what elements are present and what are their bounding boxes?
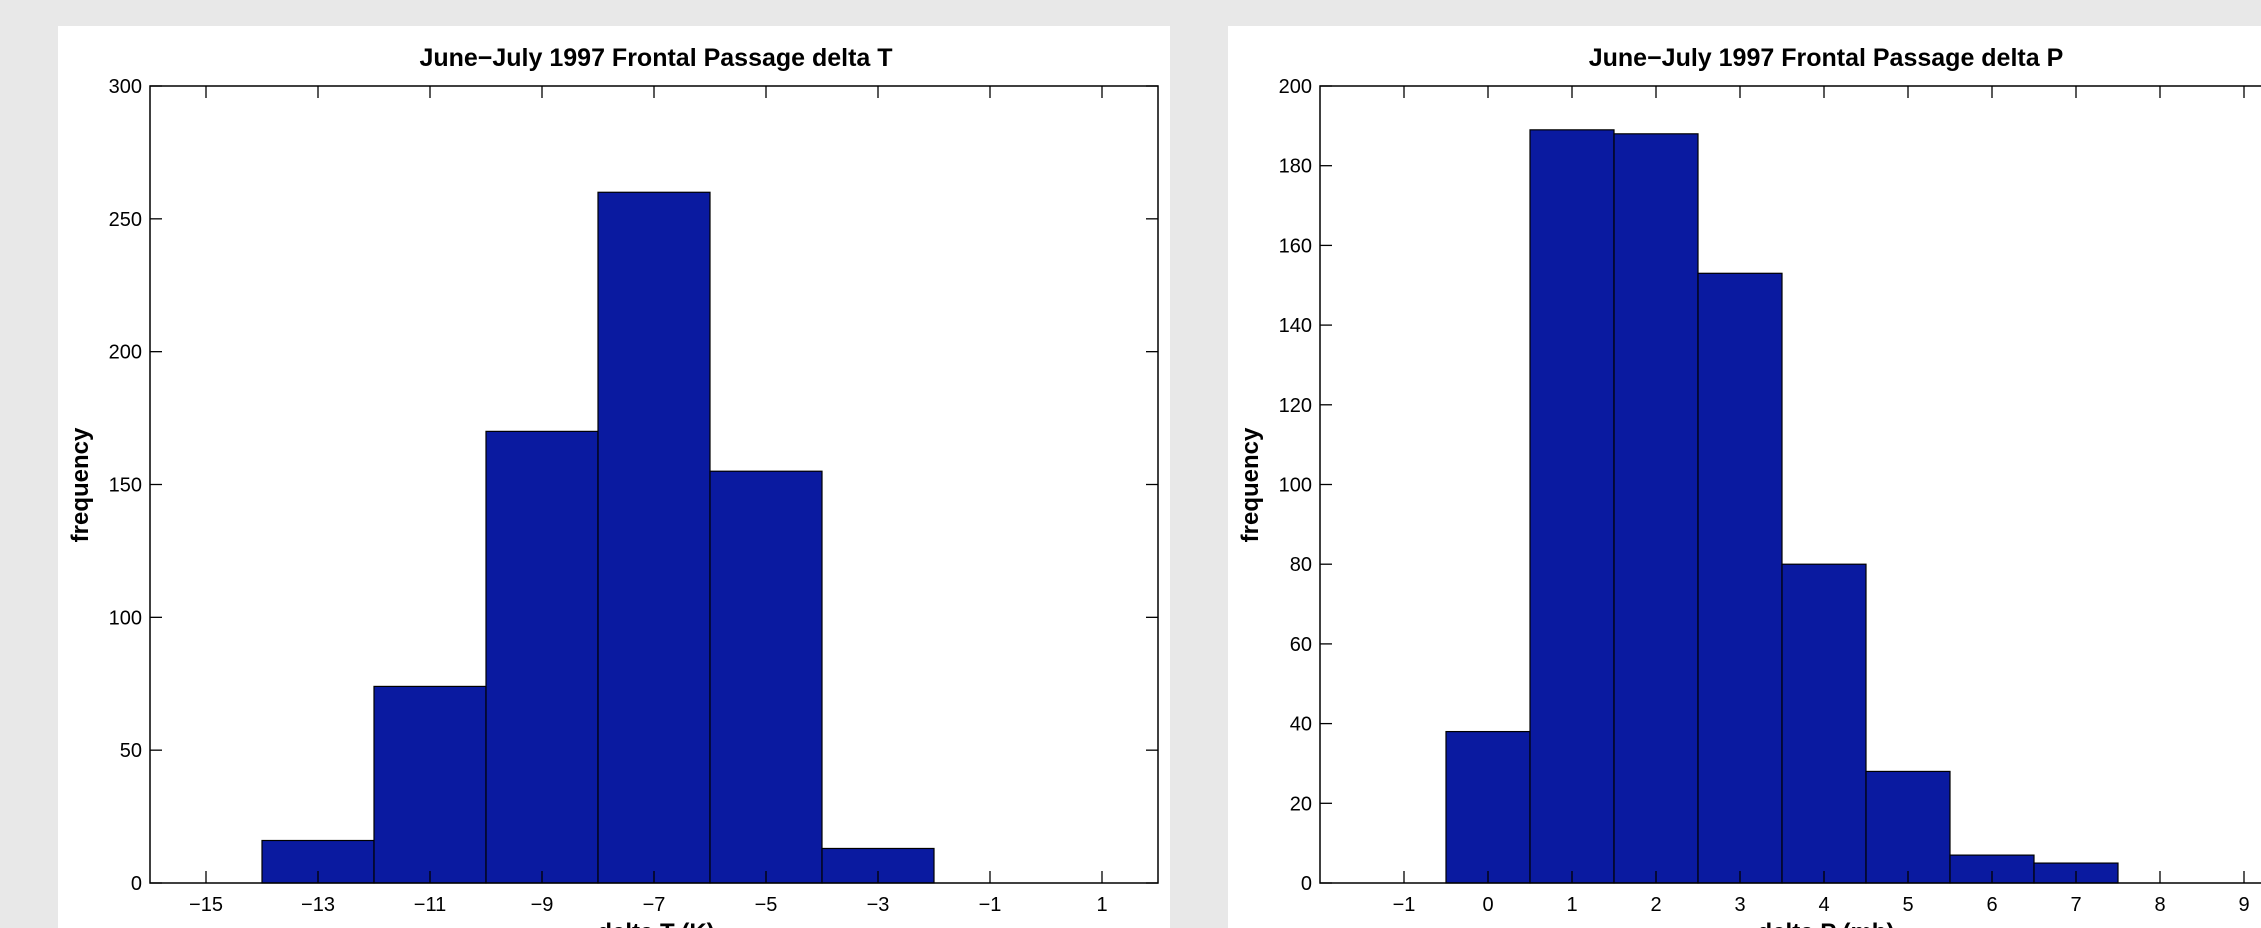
histogram-bar--7 [597, 191, 711, 884]
histogram-bar-1 [1529, 129, 1615, 884]
y-tick-label: 300 [109, 76, 142, 98]
x-tick-label: 4 [1818, 894, 1829, 916]
histogram-bar-0 [1445, 730, 1531, 884]
y-tick-label: 160 [1279, 235, 1312, 257]
x-tick-label: 6 [1986, 894, 1997, 916]
y-axis-label: frequency [67, 427, 94, 542]
delta-t-histogram-panel: June−July 1997 Frontal Passage delta T f… [58, 26, 1170, 928]
x-tick-label: 7 [2070, 894, 2081, 916]
y-tick-label: 50 [120, 740, 142, 762]
y-tick-label: 40 [1290, 714, 1312, 736]
y-tick-label: 150 [109, 475, 142, 497]
x-tick-label: −13 [301, 894, 335, 916]
x-tick-label: 1 [1566, 894, 1577, 916]
x-tick-label: 3 [1734, 894, 1745, 916]
y-tick-label: 140 [1279, 315, 1312, 337]
x-tick-label: 0 [1482, 894, 1493, 916]
histogram-bar-2 [1613, 133, 1699, 884]
histogram-bar--5 [709, 470, 823, 884]
delta-p-histogram-panel: June−July 1997 Frontal Passage delta P f… [1228, 26, 2261, 928]
x-tick-label: 2 [1650, 894, 1661, 916]
y-tick-label: 200 [109, 342, 142, 364]
delta-p-histogram: June−July 1997 Frontal Passage delta P f… [1237, 44, 2261, 928]
x-tick-label: −7 [643, 894, 666, 916]
y-tick-label: 100 [1279, 475, 1312, 497]
x-tick-label: 9 [2238, 894, 2249, 916]
y-tick-label: 120 [1279, 395, 1312, 417]
histogram-bar-3 [1697, 272, 1783, 884]
x-axis-label: delta P (mb) [1758, 919, 1895, 928]
x-tick-label: −5 [755, 894, 778, 916]
y-tick-label: 100 [109, 607, 142, 629]
y-axis-label: frequency [1237, 427, 1264, 542]
y-tick-label: 60 [1290, 634, 1312, 656]
x-tick-label: −15 [189, 894, 223, 916]
y-tick-label: 200 [1279, 76, 1312, 98]
chart-title: June−July 1997 Frontal Passage delta T [419, 44, 892, 72]
y-tick-label: 0 [131, 873, 142, 895]
histogram-bar-5 [1865, 770, 1951, 884]
y-tick-label: 180 [1279, 156, 1312, 178]
x-tick-label: −11 [414, 894, 446, 916]
x-tick-label: 1 [1096, 894, 1107, 916]
x-tick-label: −1 [979, 894, 1002, 916]
x-tick-label: 8 [2154, 894, 2165, 916]
x-axis-label: delta T (K) [597, 919, 714, 928]
y-tick-label: 20 [1290, 793, 1312, 815]
x-tick-label: 5 [1902, 894, 1913, 916]
chart-title: June−July 1997 Frontal Passage delta P [1589, 44, 2064, 72]
histogram-bar--11 [373, 685, 487, 884]
y-tick-label: 0 [1301, 873, 1312, 895]
histogram-bar--9 [485, 430, 599, 884]
x-tick-label: −3 [867, 894, 890, 916]
x-tick-label: −9 [531, 894, 554, 916]
y-tick-label: 250 [109, 209, 142, 231]
y-tick-label: 80 [1290, 554, 1312, 576]
delta-t-histogram: June−July 1997 Frontal Passage delta T f… [67, 44, 1159, 928]
x-tick-label: −1 [1393, 894, 1416, 916]
histogram-bar-4 [1781, 563, 1867, 884]
